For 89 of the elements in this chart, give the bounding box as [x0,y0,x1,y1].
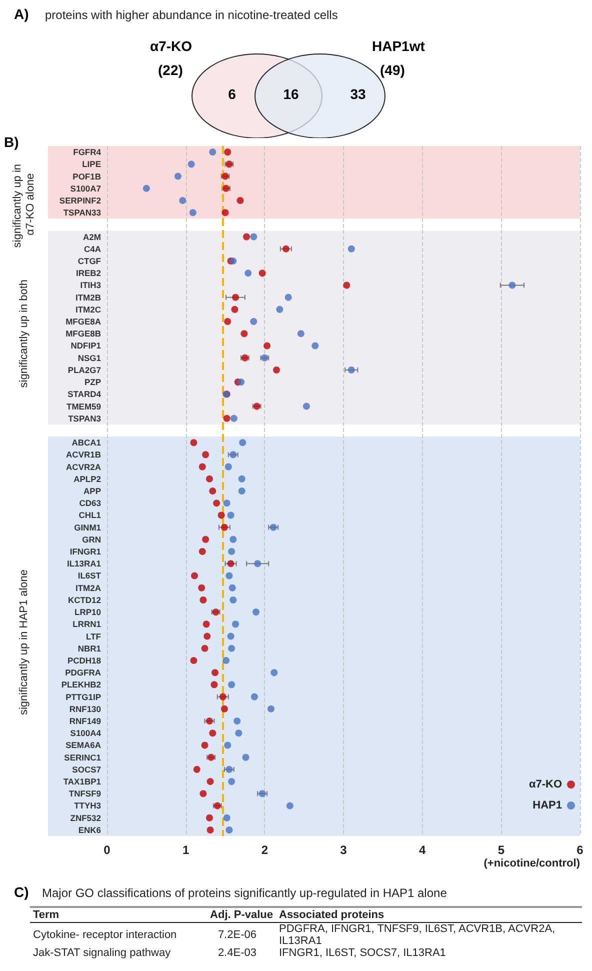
y-tick-label: ABCA1 [72,438,102,448]
text: IFNGR1, IL6ST, SOCS7, IL13RA1 [278,947,447,959]
y-tick-label: PTTG1IP [66,692,102,702]
text: PDGFRA, IFNGR1, TNFSF9, IL6ST, ACVR1B, ACVR2A, IL13RA1 [278,922,556,947]
y-tick-label: ACVR1B [66,450,101,460]
y-tick-label: TAX1BP1 [63,776,102,787]
y-tick-label: S100A4 [70,728,102,738]
y-tick-label: STARD4 [68,389,102,400]
y-tick-label: SERINC1 [64,752,102,762]
y-tick-label: TNFSF9 [68,788,102,799]
text: A) [14,6,29,22]
category-label: Associated proteins [276,907,582,922]
band-label: significantly up in both [18,279,30,388]
y-tick-label: IL13RA1 [66,558,102,569]
category-label: Adj. P-value [198,907,276,922]
y-tick-label: LRP10 [74,607,102,618]
y-tick-label: ENK6 [78,824,102,835]
text: 2.4E-03 [216,947,258,959]
y-tick-label: IFNGR1 [70,546,102,557]
y-tick-label: ACVR2A [66,462,101,472]
y-tick-label: PDGFRA [65,668,101,678]
text: (22) [158,62,183,78]
y-tick-label: GRN [82,534,101,544]
y-tick-label: ZNF532 [70,812,102,823]
text: Jak-STAT signaling pathway [32,947,172,959]
band-label: significantly up in HAP1 alone [18,570,30,716]
y-tick-label: LIPE [82,159,102,170]
y-tick-label: KCTD12 [68,594,102,605]
y-tick-label: CTGF [78,256,101,266]
y-tick-label: IREB2 [76,268,102,278]
y-tick-label: A2M [83,232,101,242]
x-axis-title: (+nicotine/control) [484,858,580,870]
x-tick-label: 6 [576,843,584,857]
y-tick-label: ITM2B [76,292,101,302]
text: (49) [380,62,405,78]
y-tick-label: PZP [84,377,102,388]
y-tick-label: PLA2G7 [68,364,102,375]
text: 33 [350,86,366,102]
y-tick-label: NBR1 [78,643,102,654]
x-tick-label: 5 [498,843,505,857]
y-tick-label: APLP2 [74,474,102,484]
y-tick-label: TSPAN33 [63,208,102,218]
text: Major GO classifications of proteins significantly up-regulated in HAP1 alone [42,886,447,900]
y-tick-label: CHL1 [78,510,102,520]
y-tick-label: ITM2A [76,582,101,593]
y-tick-label: C4A [84,244,101,254]
y-tick-label: TTYH3 [74,800,102,811]
text: 6 [228,86,236,102]
y-tick-label: LTF [86,631,101,642]
y-tick-label: IL6ST [78,570,102,581]
y-tick-label: TMEM59 [66,401,102,412]
text: Cytokine- receptor interaction [32,928,178,943]
text: 7.2E-06 [216,928,258,943]
y-tick-label: MFGE8B [66,328,101,339]
y-tick-label: ITIH3 [80,280,102,290]
y-tick-label: LRRN1 [72,619,102,630]
category-label: Term [30,907,198,922]
y-tick-label: TSPAN3 [68,413,102,424]
y-tick-label: RNF130 [69,704,102,714]
y-tick-label: SERPINF2 [59,195,102,206]
category-label: α7-KO [150,38,192,54]
x-tick-label: 3 [340,843,348,857]
y-tick-label: MFGE8A [66,316,101,327]
category-label: HAP1wt [372,38,425,54]
legend-label: HAP1 [532,800,562,812]
x-tick-label: 4 [418,843,426,857]
y-tick-label: FGFR4 [73,147,102,158]
text: C) [14,884,29,900]
y-tick-label: POF1B [72,171,101,182]
chart-title: B) [4,134,19,150]
y-tick-label: SEMA6A [66,740,101,750]
legend-label: α7-KO [528,778,562,790]
y-tick-label: PCDH18 [67,655,102,666]
x-tick-label: 0 [104,843,111,857]
y-tick-label: RNF149 [69,716,102,726]
x-tick-label: 2 [261,843,268,857]
y-tick-label: NSG1 [78,352,102,363]
y-tick-label: APP [84,486,102,496]
band-label: significantly up in α7-KO alone [12,160,36,248]
y-tick-label: S100A7 [70,183,102,194]
y-tick-label: NDFIP1 [70,340,102,351]
text: proteins with higher abundance in nicotine-treated cells [45,8,338,22]
y-tick-label: GINM1 [74,522,102,532]
x-tick-label: 1 [182,843,190,857]
y-tick-label: SOCS7 [72,764,102,774]
y-tick-label: ITM2C [76,304,101,314]
text: 16 [283,86,299,102]
y-tick-label: PLEKHB2 [61,680,102,690]
y-tick-label: CD63 [79,498,102,508]
